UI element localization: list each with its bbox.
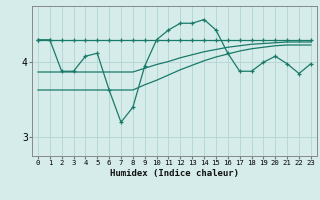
X-axis label: Humidex (Indice chaleur): Humidex (Indice chaleur): [110, 169, 239, 178]
